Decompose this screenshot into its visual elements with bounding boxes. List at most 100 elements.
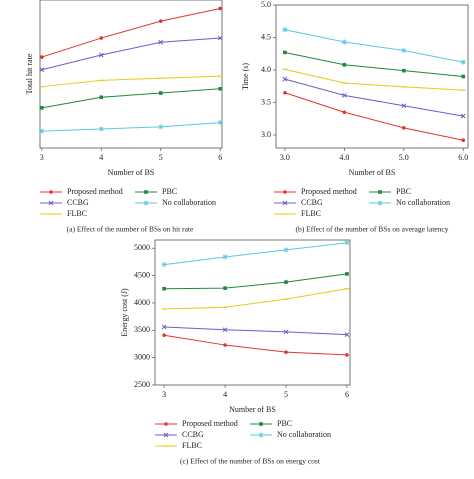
legend-marker <box>378 190 382 194</box>
y-tick-label: 4.5 <box>261 32 271 41</box>
x-axis-label: Number of BS <box>229 405 276 414</box>
y-tick-label: 4500 <box>134 270 150 279</box>
point <box>342 110 347 115</box>
legend-label: FLBC <box>67 209 87 218</box>
point <box>143 200 149 206</box>
x-axis-label: Number of BS <box>108 168 155 177</box>
legend-marker <box>258 432 264 438</box>
point <box>401 48 407 53</box>
point <box>39 106 44 110</box>
y-tick-label: 5.0 <box>261 0 271 9</box>
point <box>460 59 466 65</box>
series-line <box>164 242 348 266</box>
caption: (b) Effect of the number of BSs on avera… <box>296 225 449 234</box>
chart: 3 4 5 6 2500 3000 3500 4000 4500 5000 Number of BS… <box>120 239 351 466</box>
point <box>258 432 264 438</box>
legend-label: Proposed method <box>67 187 123 196</box>
legend-label: No collaboration <box>277 430 331 439</box>
plot-frame <box>275 4 469 149</box>
point <box>218 87 223 91</box>
point <box>99 95 104 100</box>
legend-label: CCBG <box>67 198 89 207</box>
point <box>39 67 45 73</box>
legend-label: FLBC <box>182 441 202 450</box>
point <box>283 190 287 194</box>
point <box>283 90 287 95</box>
point <box>342 92 347 98</box>
point <box>161 324 167 330</box>
legend-marker <box>143 200 149 206</box>
legend-label: PBC <box>277 419 292 428</box>
x-tick-label: 5 <box>284 390 288 399</box>
point <box>144 190 148 194</box>
series-line <box>284 78 464 117</box>
legend-marker <box>283 190 287 194</box>
point <box>98 52 104 58</box>
point <box>342 63 347 67</box>
point <box>162 286 166 291</box>
point <box>223 286 227 290</box>
point <box>341 39 347 45</box>
series-line <box>284 68 464 91</box>
point <box>284 280 288 284</box>
point <box>222 327 228 333</box>
x-axis-label: Number of BS <box>349 168 396 177</box>
x-tick-label: 3 <box>162 390 166 399</box>
point <box>158 19 163 23</box>
point <box>378 190 382 194</box>
point <box>222 254 228 260</box>
point <box>161 262 167 268</box>
y-tick-label: 4000 <box>134 298 150 307</box>
caption: (a) Effect of the number of BSs on hit r… <box>67 225 194 234</box>
point <box>402 126 406 130</box>
caption: (c) Effect of the number of BSs on energ… <box>180 457 321 466</box>
x-tick-label: 5 <box>159 153 163 162</box>
point <box>218 6 223 11</box>
point <box>163 432 169 438</box>
x-tick-label: 5.0 <box>399 153 409 162</box>
legend-marker <box>144 190 148 194</box>
y-tick-label: 4.0 <box>261 65 271 74</box>
x-tick-label: 6 <box>345 390 349 399</box>
series-line <box>164 288 348 310</box>
legend-marker <box>164 422 168 426</box>
point <box>282 76 288 82</box>
point <box>39 55 44 59</box>
point <box>283 329 289 335</box>
point <box>39 128 45 134</box>
legend-marker <box>163 432 169 438</box>
y-tick-label: 2500 <box>134 380 150 389</box>
point <box>99 36 104 40</box>
legend-marker <box>49 190 53 194</box>
series-line <box>164 326 347 336</box>
point <box>402 68 406 73</box>
x-tick-label: 4.0 <box>339 153 349 162</box>
series-line <box>284 51 464 77</box>
point <box>345 272 349 276</box>
series-line <box>164 273 348 290</box>
y-tick-label: 3.0 <box>261 130 271 139</box>
point <box>344 332 350 338</box>
point <box>162 333 166 338</box>
point <box>344 240 350 246</box>
legend-label: Proposed method <box>182 419 238 428</box>
point <box>461 138 466 142</box>
plot-frame <box>154 239 351 386</box>
series-line <box>41 88 221 109</box>
y-tick-label: 3000 <box>134 352 150 361</box>
point <box>401 103 407 109</box>
legend-label: CCBG <box>301 198 323 207</box>
point <box>48 200 54 206</box>
y-tick-label: 5000 <box>134 243 150 252</box>
legend-label: No collaboration <box>162 198 216 207</box>
series-line <box>41 7 221 58</box>
y-axis-label: Total hit rate <box>25 53 34 94</box>
point <box>460 113 466 119</box>
legend-marker <box>282 200 288 206</box>
point <box>158 39 164 45</box>
legend-label: Proposed method <box>301 187 357 196</box>
point <box>158 124 164 130</box>
